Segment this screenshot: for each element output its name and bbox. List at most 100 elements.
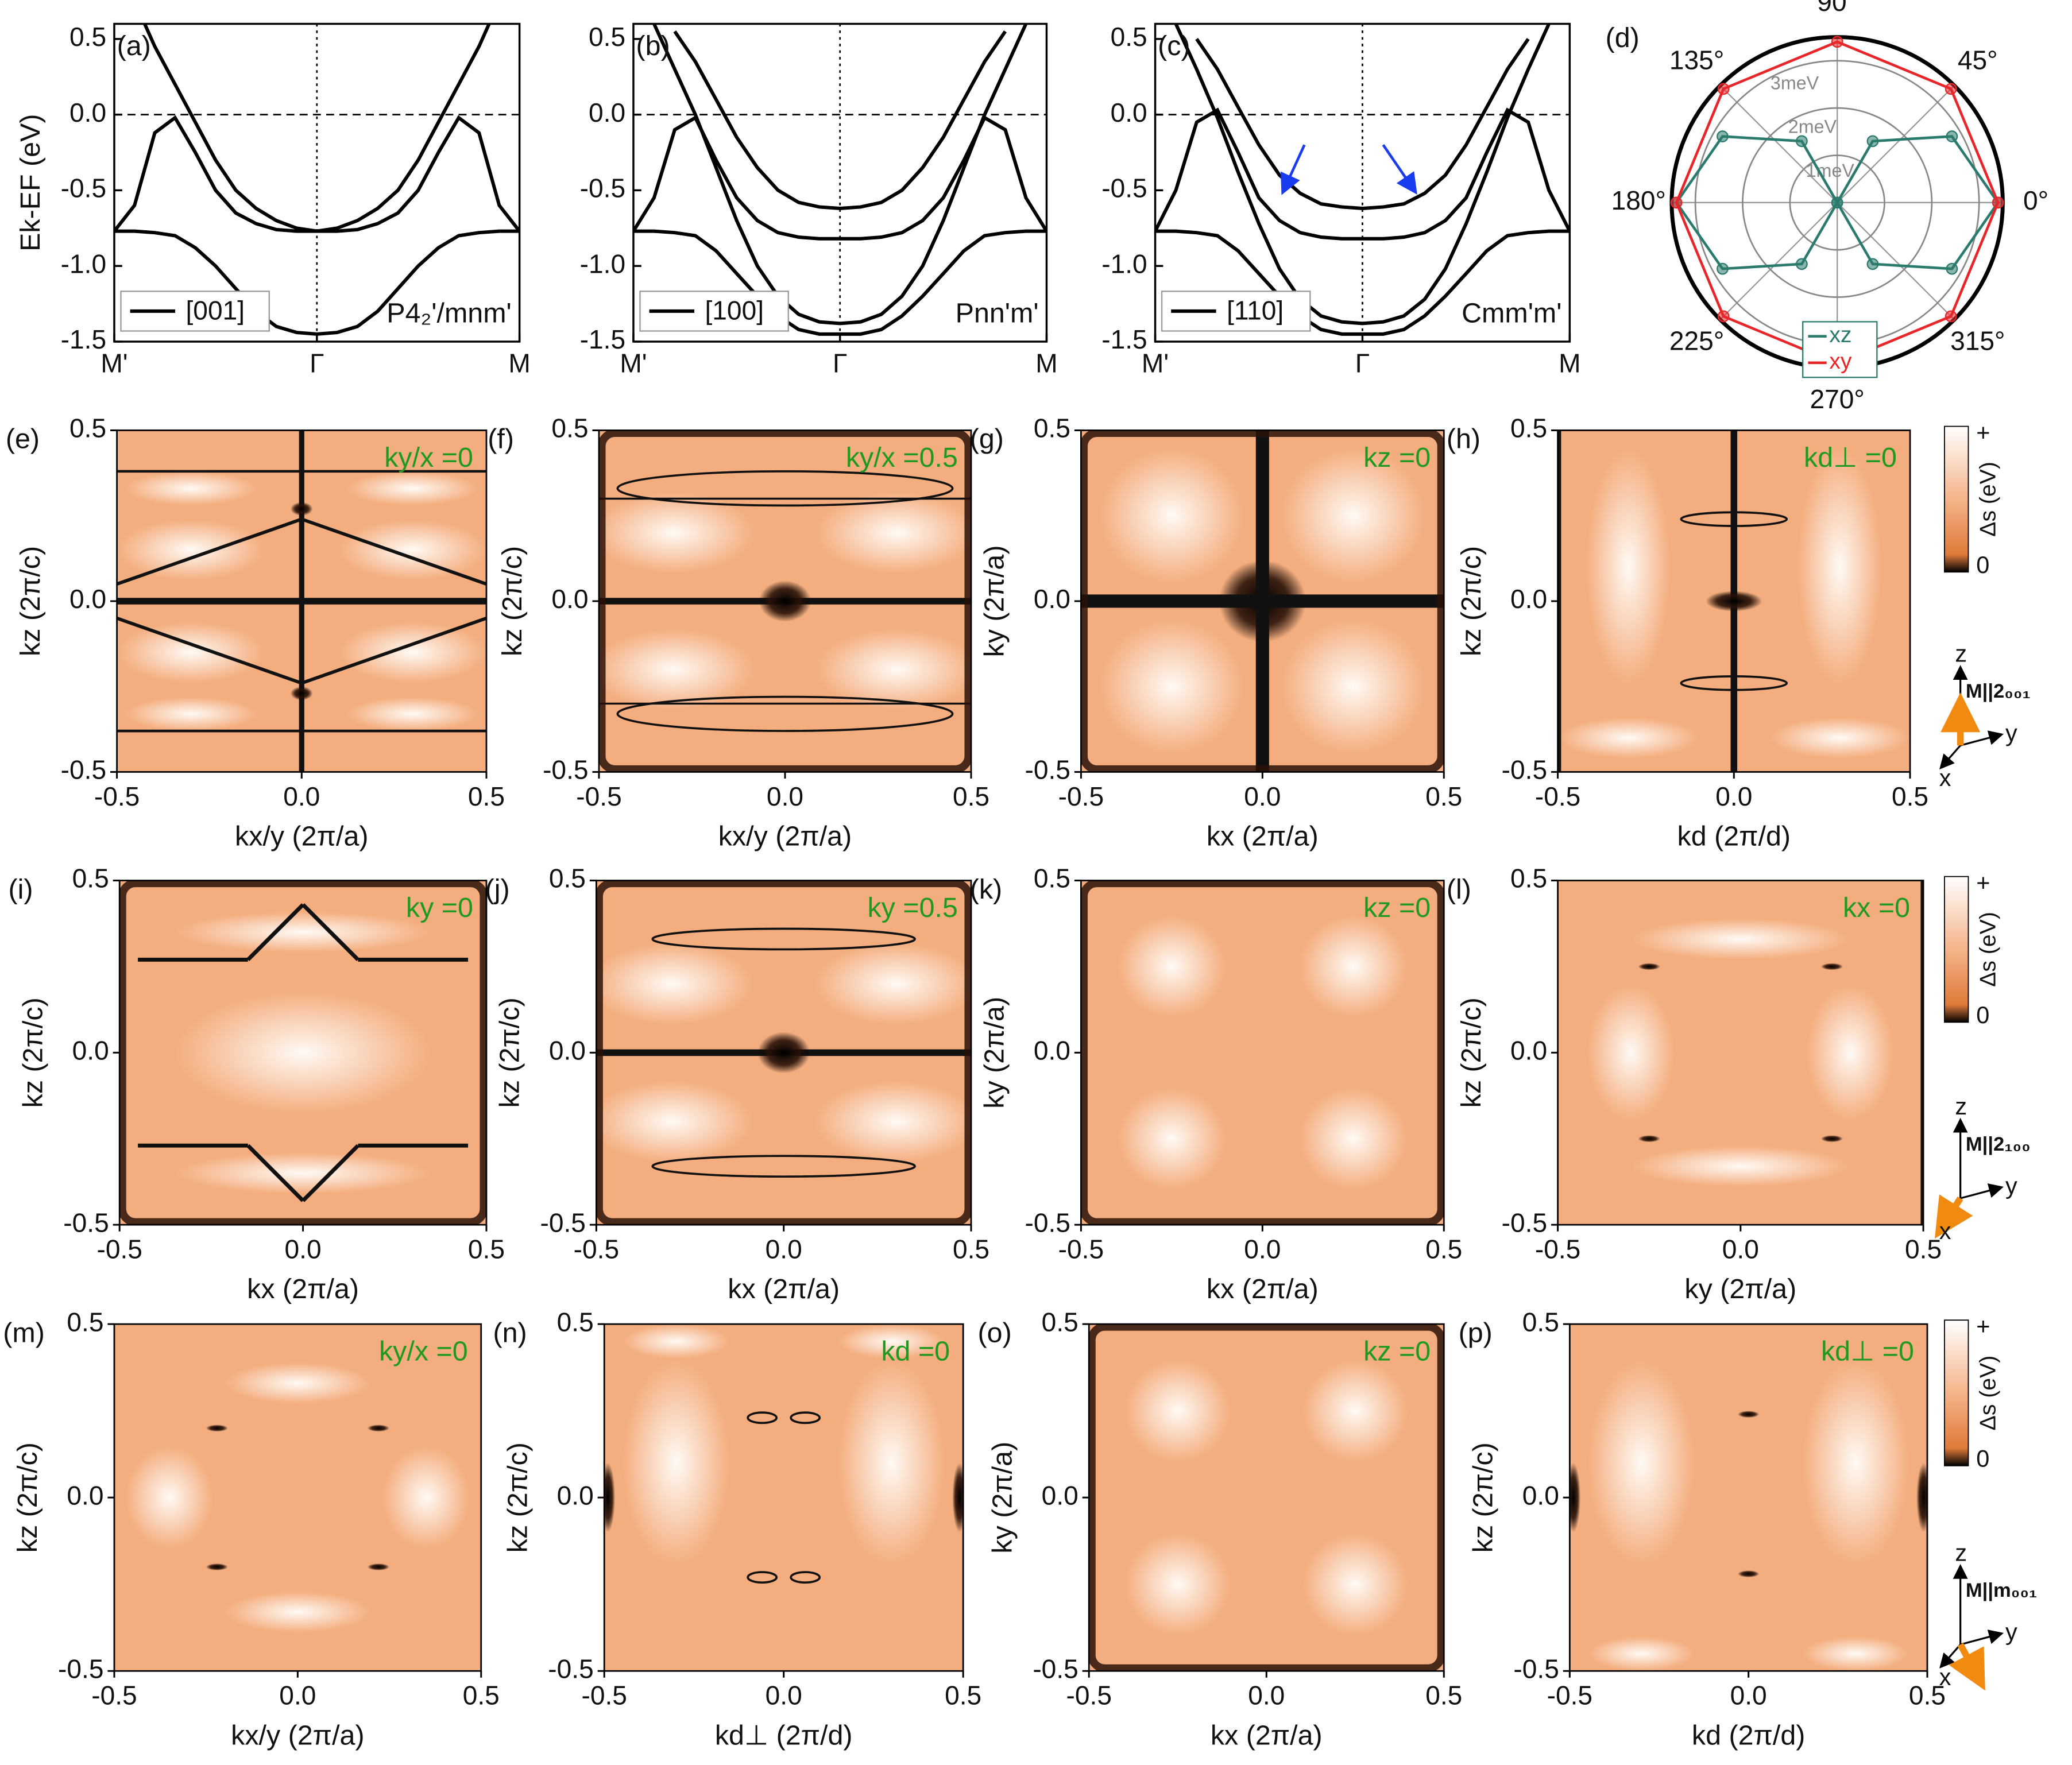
y-tick-label: 0.0 [549, 1036, 586, 1066]
color-map [1081, 880, 1444, 1225]
dark-region [757, 1032, 810, 1074]
annotation: kx =0 [1843, 892, 1910, 923]
x-tick-label: M [1559, 349, 1580, 378]
polar-point [1946, 130, 1958, 142]
band-line [142, 24, 491, 233]
bright-region [598, 628, 756, 711]
bright-region [1302, 1358, 1409, 1463]
x-tick-label: 0.0 [1715, 781, 1752, 811]
y-tick-label: 0.5 [69, 413, 106, 443]
dark-contour [301, 1144, 359, 1202]
axis-letter: z [1955, 1539, 1967, 1566]
x-tick-label: 0.0 [279, 1681, 316, 1710]
x-tick-label: 0.5 [1425, 1234, 1462, 1264]
bright-region [837, 1358, 945, 1567]
y-tick-label: 0.0 [1522, 1480, 1559, 1510]
dark-contour [301, 616, 486, 685]
dark-contour [790, 1411, 821, 1425]
x-axis-label: kx/y (2π/a) [231, 1720, 364, 1751]
y-tick-label: -0.5 [1025, 755, 1070, 785]
dark-region [1706, 591, 1762, 611]
theta-label: 135° [1669, 45, 1724, 75]
y-tick-label: 0.5 [1111, 22, 1147, 52]
polar-point [1946, 262, 1958, 275]
y-tick-label: 0.5 [589, 22, 625, 52]
bright-region [813, 942, 972, 1025]
legend-label: [100] [705, 295, 764, 325]
dark-edge [1081, 430, 1444, 772]
axis-letter: x [1939, 764, 1951, 791]
x-axis-label: kx (2π/a) [1211, 1720, 1323, 1751]
dark-contour [790, 1571, 821, 1584]
bright-region [813, 1080, 972, 1163]
bright-region [622, 1358, 730, 1567]
bright-region [117, 519, 265, 581]
x-tick-label: 0.5 [1905, 1234, 1942, 1264]
moment-arrow [1934, 1194, 1973, 1239]
polar-point [1717, 130, 1729, 142]
panel-label: (p) [1459, 1317, 1493, 1348]
dark-region [1820, 963, 1843, 970]
bright-region [382, 1445, 470, 1550]
y-tick-label: 0.0 [1111, 98, 1147, 127]
band-line [673, 30, 1007, 210]
y-tick-label: 0.5 [1034, 413, 1070, 443]
y-tick-label: 0.5 [1522, 1307, 1559, 1337]
axis-letter: y [2005, 1619, 2017, 1646]
x-tick-label: 0.5 [945, 1681, 981, 1710]
dark-contour [651, 1155, 916, 1178]
annotation: Pnn'm' [956, 298, 1039, 329]
x-tick-label: 0.0 [766, 1681, 802, 1710]
dark-region [1570, 1462, 1581, 1532]
moment-label: M||2₀₀₁ [1966, 680, 2031, 702]
bright-region [596, 1080, 754, 1163]
bright-region [1298, 1087, 1408, 1191]
axis-arrow [1939, 1644, 1961, 1669]
bright-region [346, 471, 480, 506]
dark-contour [616, 470, 954, 507]
y-tick-label: -0.5 [61, 755, 106, 785]
y-tick-label: -1.5 [61, 324, 106, 354]
panel-label: (a) [117, 30, 151, 61]
dark-contour [117, 517, 303, 586]
colorbar-label: Δs (eV) [1976, 462, 2001, 537]
colorbar [1944, 876, 1969, 1023]
bright-region [125, 1445, 214, 1550]
bright-region [837, 1324, 945, 1359]
annotation: kz =0 [1363, 892, 1431, 923]
y-tick-label: -0.5 [61, 173, 106, 203]
x-tick-label: Γ [310, 349, 324, 378]
y-tick-label: -1.0 [61, 249, 106, 278]
annotation: ky/x =0 [384, 442, 473, 473]
x-tick-label: 0.0 [1248, 1681, 1285, 1710]
annotation: ky/x =0.5 [846, 442, 958, 473]
x-tick-label: 0.5 [953, 1234, 989, 1264]
y-axis-label: Ek-EF (eV) [15, 114, 46, 251]
bright-region [338, 621, 486, 683]
spoke [1837, 85, 1955, 203]
axis-letter: y [2005, 719, 2017, 746]
y-axis-label: ky (2π/a) [979, 997, 1010, 1109]
dark-contour [747, 1571, 778, 1584]
x-tick-label: 0.0 [1244, 781, 1281, 811]
bright-region [175, 990, 432, 1115]
dark-region [206, 1563, 228, 1571]
annotation: P4₂'/mnm' [386, 298, 512, 329]
x-tick-label: -0.5 [94, 781, 140, 811]
y-tick-label: -0.5 [548, 1654, 593, 1683]
dark-contour [616, 695, 954, 732]
x-tick-label: M [1035, 349, 1057, 378]
panel-label: (i) [8, 874, 33, 905]
panel-label: (f) [488, 424, 514, 455]
bright-region [1769, 717, 1910, 758]
bright-region [224, 1362, 372, 1404]
x-tick-label: -0.5 [91, 1681, 137, 1710]
y-tick-label: -0.5 [1502, 755, 1547, 785]
y-axis-label: ky (2π/a) [987, 1442, 1018, 1554]
x-tick-label: -0.5 [576, 781, 621, 811]
x-axis-label: kd⊥ (2π/d) [715, 1720, 853, 1751]
band-line [1195, 38, 1530, 210]
dark-edge [1089, 1324, 1444, 1671]
